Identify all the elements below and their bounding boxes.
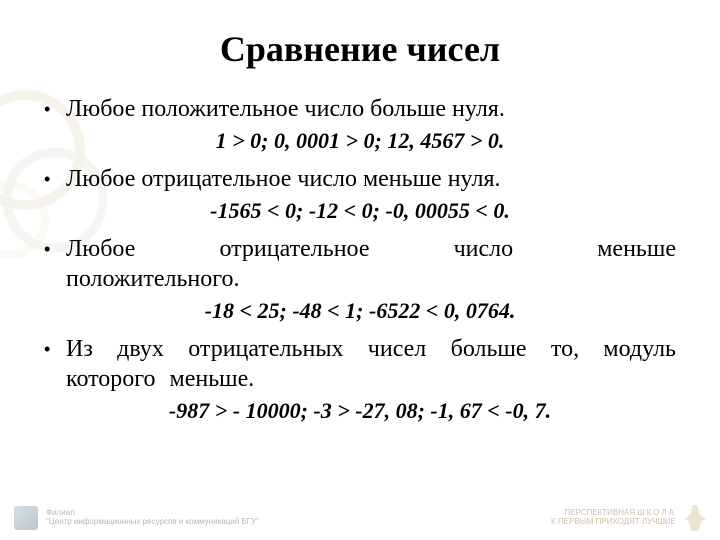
bullet-item: •Любое отрицательное число меньше положи… [44, 234, 676, 294]
slide-title: Сравнение чисел [44, 28, 676, 70]
slide-content: Сравнение чисел •Любое положительное чис… [0, 0, 720, 424]
bullet-example: 1 > 0; 0, 0001 > 0; 12, 4567 > 0. [44, 128, 676, 154]
bullet-example: -18 < 25; -48 < 1; -6522 < 0, 0764. [44, 298, 676, 324]
bullet-list: •Любое положительное число больше нуля.1… [44, 94, 676, 424]
bullet-example: -1565 < 0; -12 < 0; -0, 00055 < 0. [44, 198, 676, 224]
bullet-item: •Любое отрицательное число меньше нуля. [44, 164, 676, 194]
footer-figure-icon [684, 505, 706, 531]
bullet-marker: • [44, 164, 66, 191]
footer-logo-icon [14, 506, 38, 530]
footer-right: ПЕРСПЕКТИВНАЯ ШКОЛА К ПЕРВЫМ ПРИХОДЯТ ЛУ… [551, 505, 706, 531]
bullet-text: Из двух отрицательных чисел больше то, м… [66, 334, 676, 394]
footer-right-word: ШКОЛА [637, 508, 676, 517]
bullet-marker: • [44, 234, 66, 261]
bullet-item: •Из двух отрицательных чисел больше то, … [44, 334, 676, 394]
bullet-example: -987 > - 10000; -3 > -27, 08; -1, 67 < -… [44, 398, 676, 424]
footer-right-line1: ПЕРСПЕКТИВНАЯ [564, 508, 635, 517]
footer-left-line2: "Центр информационных ресурсов и коммуни… [46, 518, 259, 527]
bullet-text: Любое положительное число больше нуля. [66, 94, 676, 124]
footer-right-line2: К ПЕРВЫМ ПРИХОДЯТ ЛУЧШИЕ [551, 517, 676, 526]
bullet-marker: • [44, 94, 66, 121]
footer-left: Филиал "Центр информационных ресурсов и … [14, 506, 259, 530]
footer: Филиал "Центр информационных ресурсов и … [0, 502, 720, 540]
footer-right-text: ПЕРСПЕКТИВНАЯ ШКОЛА К ПЕРВЫМ ПРИХОДЯТ ЛУ… [551, 509, 676, 527]
bullet-item: •Любое положительное число больше нуля. [44, 94, 676, 124]
bullet-marker: • [44, 334, 66, 361]
bullet-text: Любое отрицательное число меньше положит… [66, 234, 676, 294]
footer-left-text: Филиал "Центр информационных ресурсов и … [46, 509, 259, 527]
bullet-text: Любое отрицательное число меньше нуля. [66, 164, 676, 194]
